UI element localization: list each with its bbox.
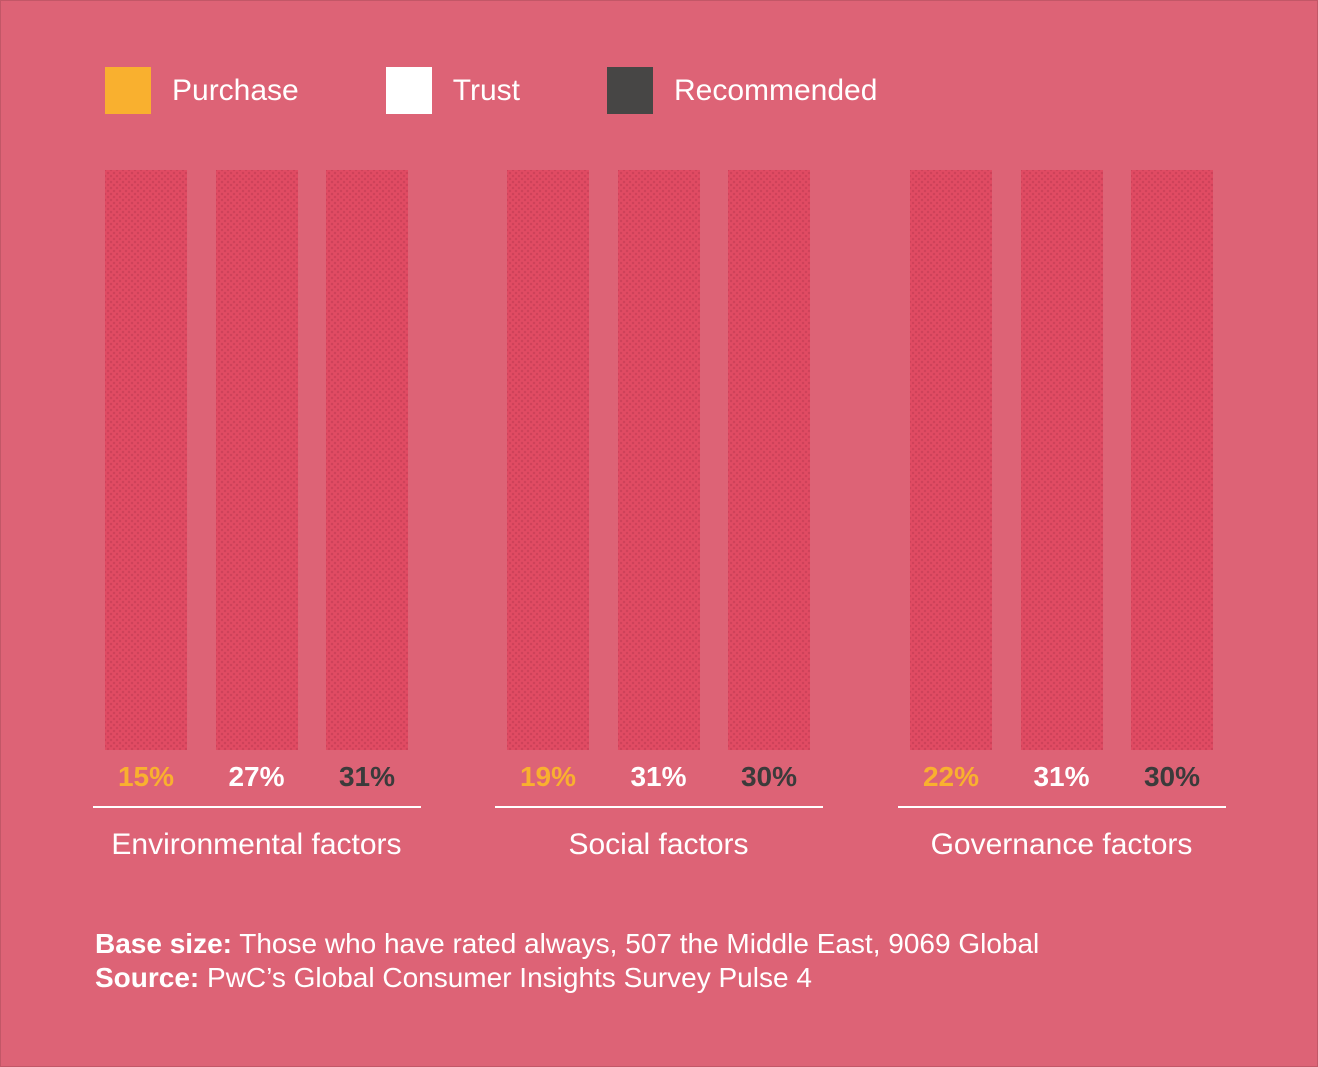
source-text: PwC’s Global Consumer Insights Survey Pu… (199, 962, 812, 993)
legend-label-recommended: Recommended (673, 74, 878, 107)
bar-governance-trust (1020, 170, 1103, 750)
bar-group-environmental: 15% 27% 31% Environmental factors (93, 170, 421, 862)
bar-social-purchase (507, 170, 589, 750)
values-governance: 22% 31% 30% (910, 763, 1213, 791)
bars-environmental (105, 170, 408, 750)
bars-governance (910, 170, 1213, 750)
divider-environmental (93, 806, 421, 808)
legend-label-purchase: Purchase (172, 74, 299, 107)
bar-social-trust (617, 170, 700, 750)
values-social: 19% 31% 30% (507, 763, 810, 791)
value-environmental-recommended: 31% (338, 761, 396, 792)
bar-social-recommended (728, 170, 810, 750)
value-social-purchase: 19% (519, 761, 577, 792)
trust-swatch-icon (385, 67, 432, 114)
bar-environmental-trust (215, 170, 298, 750)
value-environmental-trust: 27% (228, 761, 285, 792)
legend-label-trust: Trust (452, 74, 520, 107)
source-line: Source: PwC’s Global Consumer Insights S… (95, 961, 1039, 995)
purchase-swatch-icon (105, 67, 151, 114)
value-governance-purchase: 22% (922, 761, 980, 792)
bar-governance-recommended (1131, 170, 1213, 750)
bar-environmental-purchase (105, 170, 187, 750)
bar-group-social: 19% 31% 30% Social factors (495, 170, 823, 862)
base-size-line: Base size: Those who have rated always, … (95, 927, 1039, 961)
bar-environmental-recommended (326, 170, 408, 750)
footnote: Base size: Those who have rated always, … (95, 927, 1039, 995)
category-label-environmental: Environmental factors (111, 828, 402, 861)
bar-group-governance: 22% 31% 30% Governance factors (898, 170, 1226, 862)
value-social-trust: 31% (630, 761, 687, 792)
legend: Purchase Trust Recommended (105, 67, 877, 114)
recommended-swatch-icon (606, 67, 653, 114)
category-label-social: Social factors (568, 828, 749, 861)
value-governance-recommended: 30% (1143, 761, 1201, 792)
base-size-label: Base size: (95, 928, 232, 959)
legend-item-purchase: Purchase (105, 67, 299, 114)
divider-governance (898, 806, 1226, 808)
value-social-recommended: 30% (740, 761, 798, 792)
legend-item-recommended: Recommended (606, 67, 878, 114)
category-label-governance: Governance factors (930, 828, 1193, 861)
divider-social (495, 806, 823, 808)
bars-social (507, 170, 810, 750)
value-governance-trust: 31% (1033, 761, 1090, 792)
value-environmental-purchase: 15% (117, 761, 175, 792)
bar-governance-purchase (910, 170, 992, 750)
values-environmental: 15% 27% 31% (105, 763, 408, 791)
source-label: Source: (95, 962, 200, 993)
legend-item-trust: Trust (385, 67, 520, 114)
base-size-text: Those who have rated always, 507 the Mid… (231, 928, 1040, 959)
